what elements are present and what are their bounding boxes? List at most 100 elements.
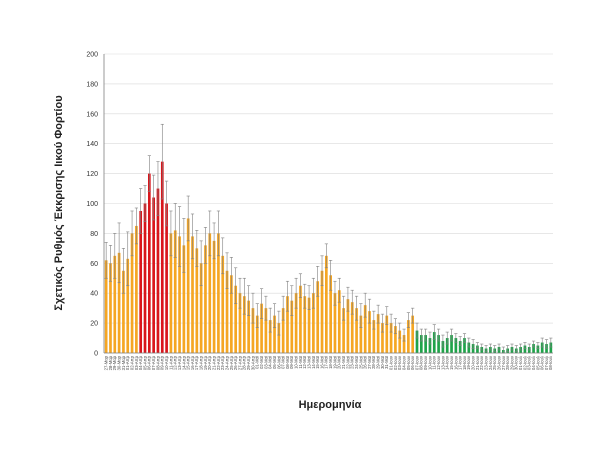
x-tick-label: 09-Απρ bbox=[160, 355, 165, 370]
x-tick-label: 24-Ιουν bbox=[488, 356, 493, 370]
y-tick-label: 120 bbox=[86, 171, 98, 178]
x-tick-label: 27-Μαρ bbox=[104, 355, 109, 370]
x-tick-label: 09-Μαϊ bbox=[289, 355, 294, 369]
x-tick-label: 29-Μαρ bbox=[112, 355, 117, 370]
bar-13-Μαϊ bbox=[307, 297, 311, 353]
bar-09-Απρ bbox=[160, 161, 164, 353]
bar-06-Ιουλ bbox=[540, 342, 544, 353]
x-tick-label: 21-Απρ bbox=[211, 355, 216, 370]
x-tick-label: 26-Μαϊ bbox=[363, 355, 368, 369]
x-tick-label: 15-Ιουν bbox=[449, 356, 454, 370]
bar-03-Απρ bbox=[135, 225, 138, 353]
x-tick-label: 06-Απρ bbox=[147, 355, 152, 370]
x-tick-label: 13-Ιουν bbox=[440, 356, 445, 370]
bar-06-Ιουν bbox=[411, 315, 415, 353]
y-tick-label: 80 bbox=[90, 231, 98, 238]
bar-18-Μαϊ bbox=[329, 275, 332, 353]
x-tick-label: 06-Ιουλ bbox=[540, 355, 545, 370]
x-tick-label: 27-Απρ bbox=[237, 355, 242, 370]
bar-28-Απρ bbox=[242, 296, 246, 353]
bar-30-Μαρ bbox=[117, 252, 121, 353]
bar-24-Απρ bbox=[225, 270, 229, 353]
bar-11-Μαϊ bbox=[299, 285, 302, 353]
x-tick-label: 22-Ιουν bbox=[479, 356, 484, 370]
bar-17-Απρ bbox=[195, 248, 199, 353]
bar-22-Απρ bbox=[217, 233, 220, 353]
x-tick-label: 26-Ιουν bbox=[496, 356, 501, 370]
x-tick-label: 25-Μαϊ bbox=[358, 355, 363, 369]
x-tick-label: 29-Απρ bbox=[246, 355, 251, 370]
x-tick-label: 20-Μαϊ bbox=[337, 355, 342, 369]
y-tick-label: 180 bbox=[86, 81, 98, 88]
bar-15-Απρ bbox=[186, 218, 190, 353]
x-tick-label: 25-Ιουν bbox=[492, 356, 497, 370]
x-tick-label: 23-Απρ bbox=[220, 355, 225, 370]
bar-09-Μαϊ bbox=[290, 300, 294, 353]
x-tick-label: 03-Μαϊ bbox=[263, 355, 268, 369]
y-tick-label: 60 bbox=[90, 261, 98, 268]
x-tick-label: 11-Μαϊ bbox=[298, 355, 303, 369]
bar-08-Ιουν bbox=[419, 335, 423, 353]
x-tick-label: 18-Απρ bbox=[199, 355, 204, 370]
bar-01-Μαϊ bbox=[255, 315, 259, 353]
bar-26-Μαϊ bbox=[363, 305, 367, 353]
bar-30-Μαϊ bbox=[381, 323, 384, 353]
x-tick-label: 28-Ιουν bbox=[505, 356, 510, 370]
bar-14-Απρ bbox=[182, 245, 186, 353]
bar-23-Απρ bbox=[221, 255, 225, 353]
x-tick-label: 13-Απρ bbox=[177, 355, 182, 370]
x-tick-label: 23-Ιουν bbox=[483, 356, 488, 370]
bar-08-Μαϊ bbox=[286, 296, 289, 353]
bar-14-Ιουν bbox=[445, 338, 449, 353]
x-tick-label: 27-Ιουν bbox=[501, 356, 506, 370]
bar-03-Μαϊ bbox=[264, 308, 268, 353]
bar-29-Απρ bbox=[247, 300, 250, 353]
bar-15-Ιουν bbox=[450, 335, 453, 353]
bar-17-Μαϊ bbox=[325, 255, 328, 353]
y-axis-label: Σχετικός Ρυθμός Έκκρισης Ιικού Φορτίου bbox=[53, 95, 65, 310]
x-tick-label: 20-Ιουν bbox=[471, 356, 476, 370]
bar-10-Απρ bbox=[165, 203, 168, 353]
y-tick-label: 140 bbox=[86, 141, 98, 148]
bar-01-Απρ bbox=[126, 258, 130, 353]
bar-16-Μαϊ bbox=[320, 270, 324, 353]
bar-28-Μαϊ bbox=[372, 320, 376, 353]
bar-14-Μαϊ bbox=[312, 293, 315, 353]
x-tick-label: 17-Ιουν bbox=[458, 356, 463, 370]
bar-08-Απρ bbox=[156, 188, 160, 353]
bar-12-Απρ bbox=[173, 230, 177, 353]
bar-19-Ιουν bbox=[467, 342, 471, 353]
x-tick-label: 08-Μαϊ bbox=[285, 355, 290, 369]
x-tick-label: 16-Απρ bbox=[190, 355, 195, 370]
bar-21-Απρ bbox=[212, 240, 216, 353]
x-tick-label: 04-Ιουλ bbox=[531, 355, 536, 370]
bar-31-Μαρ bbox=[122, 270, 125, 353]
x-tick-label: 28-Απρ bbox=[242, 355, 247, 370]
bar-21-Μαϊ bbox=[342, 308, 345, 353]
bar-15-Μαϊ bbox=[316, 281, 320, 353]
x-tick-label: 16-Ιουν bbox=[453, 356, 458, 370]
bar-29-Μαρ bbox=[113, 255, 117, 353]
x-tick-label: 20-Απρ bbox=[207, 355, 212, 370]
x-tick-label: 22-Μαϊ bbox=[345, 355, 350, 369]
x-tick-label: 07-Μαϊ bbox=[281, 355, 286, 369]
x-tick-label: 22-Απρ bbox=[216, 355, 221, 370]
x-tick-label: 03-Ιουν bbox=[397, 356, 402, 370]
x-tick-label: 01-Μαϊ bbox=[255, 355, 260, 369]
bar-05-Ιουλ bbox=[536, 345, 540, 353]
x-tick-label: 17-Απρ bbox=[194, 355, 199, 370]
x-tick-label: 03-Απρ bbox=[134, 355, 139, 370]
x-tick-label: 25-Απρ bbox=[229, 355, 234, 370]
x-tick-label: 23-Μαϊ bbox=[350, 355, 355, 369]
x-tick-label: 28-Μαρ bbox=[108, 355, 113, 370]
x-tick-label: 14-Μαϊ bbox=[311, 355, 316, 369]
x-tick-label: 21-Ιουν bbox=[475, 356, 480, 370]
bar-03-Ιουν bbox=[398, 330, 402, 353]
x-tick-label: 15-Μαϊ bbox=[315, 355, 320, 369]
error-bars bbox=[104, 123, 553, 354]
x-tick-label: 03-Ιουλ bbox=[527, 355, 532, 370]
x-tick-label: 31-Μαρ bbox=[121, 355, 126, 370]
y-tick-label: 40 bbox=[90, 291, 98, 298]
bar-06-Μαϊ bbox=[277, 323, 281, 353]
